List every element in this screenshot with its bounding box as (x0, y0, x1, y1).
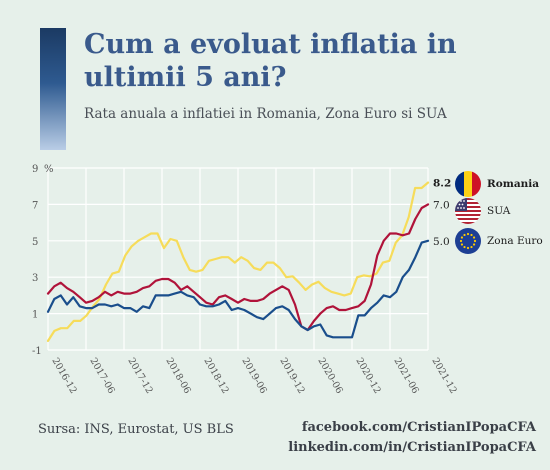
legend-label-usa: SUA (487, 205, 511, 217)
title-accent-bar (40, 28, 66, 150)
y-tick-label: 5 (32, 237, 38, 248)
y-tick-label: -1 (32, 346, 42, 357)
page-title: Cum a evoluat inflatia in ultimii 5 ani? (84, 29, 457, 93)
x-tick-label: 2017-06 (87, 356, 116, 396)
x-tick-label: 2019-12 (277, 356, 306, 396)
series-line-eurozone (46, 239, 430, 339)
series-line-usa (46, 203, 430, 332)
x-tick-label: 2021-12 (429, 356, 458, 396)
y-tick-label: 3 (32, 273, 38, 284)
legend-item-eurozone: Zona Euro (455, 228, 543, 254)
x-tick-label: 2017-12 (125, 356, 154, 396)
usa-flag-icon (455, 198, 481, 224)
legend-item-romania: Romania (455, 171, 539, 197)
series-layer (46, 181, 430, 342)
y-unit-label: % (44, 164, 54, 175)
axis-layer: -1 1 3 5 7 9 % 2016-12 2017-06 2017-12 2018-06 2018… (32, 164, 459, 396)
end-label-usa: 7.0 (433, 199, 450, 211)
end-label-eurozone: 5.0 (433, 236, 450, 248)
x-tick-label: 2019-06 (239, 356, 268, 396)
linkedin-link[interactable]: linkedin.com/in/CristianIPopaCFA (288, 440, 536, 455)
legend-label-romania: Romania (487, 178, 540, 190)
x-tick-label: 2018-12 (201, 356, 230, 396)
end-label-romania: 8.2 (433, 178, 451, 190)
source-note: Sursa: INS, Eurostat, US BLS (38, 422, 234, 437)
x-tick-label: 2021-06 (391, 356, 420, 396)
eu-flag-icon (455, 228, 481, 254)
y-tick-label: 9 (32, 164, 38, 175)
x-tick-label: 2020-12 (353, 356, 382, 396)
y-tick-label: 7 (32, 200, 38, 211)
legend-item-usa: SUA (455, 198, 510, 224)
chart-subtitle: Rata anuala a inflatiei in Romania, Zona… (84, 106, 447, 122)
y-tick-label: 1 (32, 310, 38, 321)
x-tick-label: 2016-12 (49, 356, 78, 396)
romania-flag-icon (455, 171, 481, 197)
x-tick-label: 2018-06 (163, 356, 192, 396)
legend-label-eurozone: Zona Euro (487, 235, 543, 247)
series-line-romania (46, 181, 430, 342)
facebook-link[interactable]: facebook.com/CristianIPopaCFA (301, 420, 536, 435)
social-links: facebook.com/CristianIPopaCFA linkedin.c… (288, 418, 536, 458)
x-tick-label: 2020-06 (315, 356, 344, 396)
end-label-layer: 8.2 7.0 5.0 (433, 178, 451, 248)
